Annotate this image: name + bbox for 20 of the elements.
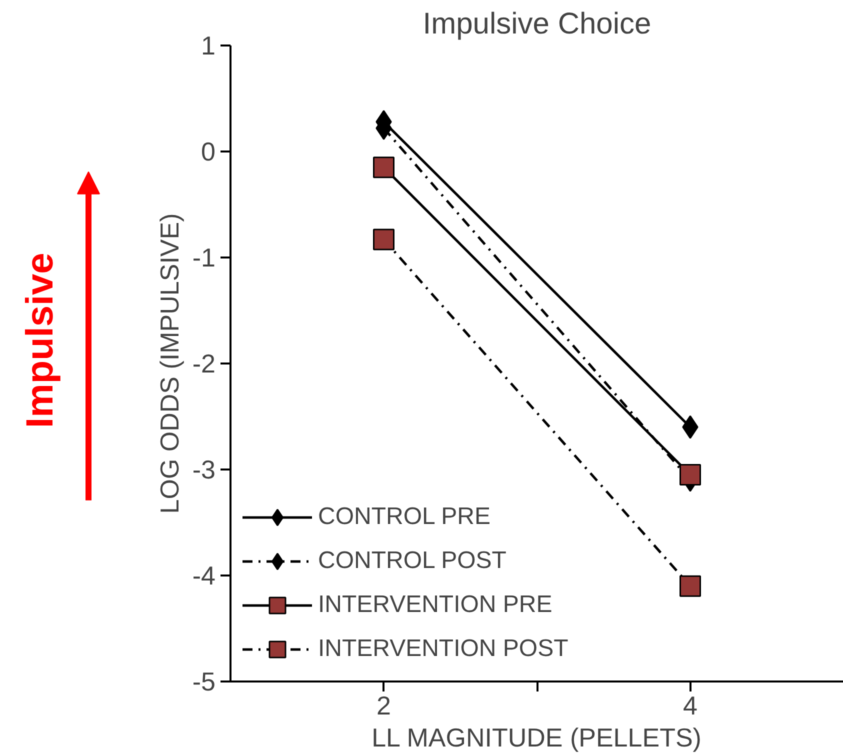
y-tick-label: -4 bbox=[192, 560, 216, 590]
text: Impulsive bbox=[20, 252, 62, 428]
x-tick-label: 4 bbox=[683, 690, 698, 720]
point bbox=[373, 228, 394, 250]
point bbox=[680, 575, 701, 597]
legend-label: CONTROL POST bbox=[318, 547, 506, 575]
y-axis-title: LOG ODDS (IMPULSIVE) bbox=[154, 213, 184, 514]
legend-label: CONTROL PRE bbox=[318, 503, 490, 531]
legend-label: INTERVENTION POST bbox=[318, 635, 568, 663]
y-tick-label: -2 bbox=[192, 348, 216, 378]
chart-title: Impulsive Choice bbox=[422, 8, 652, 40]
x-tick-label: 2 bbox=[376, 690, 391, 720]
y-tick-label: 1 bbox=[201, 30, 216, 60]
point bbox=[373, 156, 394, 178]
y-tick-label: -3 bbox=[192, 454, 216, 484]
y-tick-label: -1 bbox=[192, 242, 216, 272]
y-tick-label: 0 bbox=[201, 136, 216, 166]
y-tick-label: -5 bbox=[192, 666, 216, 696]
x-axis-title: LL MAGNITUDE (PELLETS) bbox=[372, 722, 702, 752]
legend-label: INTERVENTION PRE bbox=[318, 591, 552, 619]
